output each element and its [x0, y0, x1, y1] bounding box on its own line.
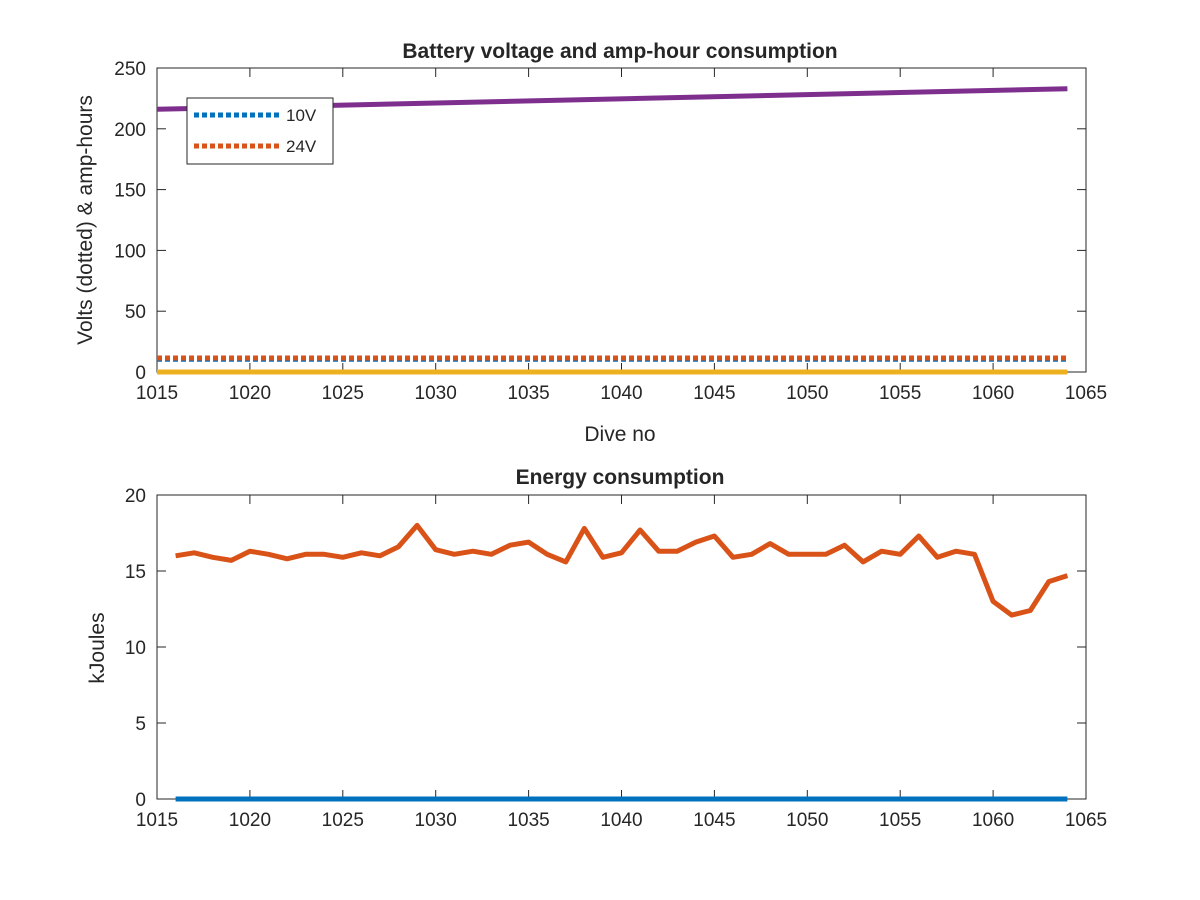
top-chart-title: Battery voltage and amp-hour consumption — [402, 40, 837, 63]
legend-label-10v: 10V — [286, 106, 317, 125]
top-ytick-label: 100 — [114, 241, 146, 262]
bottom-xtick-label: 1035 — [507, 810, 549, 831]
top-xtick-label: 1060 — [972, 383, 1014, 404]
bottom-series-orange-line — [175, 522, 1069, 618]
voltage-amp-hour-axes: Battery voltage and amp-hour consumption… — [74, 40, 1107, 446]
top-xtick-label: 1015 — [136, 383, 178, 404]
legend-box — [186, 97, 334, 165]
top-legend: 10V 24V — [186, 97, 334, 165]
top-ytick-label: 0 — [135, 363, 146, 384]
bottom-xtick-label: 1025 — [322, 810, 364, 831]
bottom-chart-title: Energy consumption — [516, 466, 725, 489]
top-xtick-label: 1055 — [879, 383, 921, 404]
bottom-xtick-label: 1050 — [786, 810, 828, 831]
top-xtick-label: 1035 — [507, 383, 549, 404]
bottom-xtick-label: 1015 — [136, 810, 178, 831]
bottom-ytick-label: 10 — [125, 638, 146, 659]
top-xtick-label: 1020 — [229, 383, 271, 404]
bottom-ytick-label: 20 — [125, 486, 146, 507]
bottom-xtick-label: 1045 — [693, 810, 735, 831]
top-xtick-label: 1050 — [786, 383, 828, 404]
top-ytick-label: 50 — [125, 302, 146, 323]
top-chart-ylabel: Volts (dotted) & amp-hours — [74, 95, 97, 345]
bottom-plot-frame — [156, 494, 1087, 800]
bottom-xtick-label: 1055 — [879, 810, 921, 831]
top-xtick-label: 1040 — [600, 383, 642, 404]
top-ytick-label: 200 — [114, 120, 146, 141]
bottom-ytick-label: 0 — [135, 790, 146, 811]
top-chart-xlabel: Dive no — [584, 423, 655, 446]
bottom-xtick-label: 1065 — [1065, 810, 1107, 831]
top-xtick-label: 1045 — [693, 383, 735, 404]
bottom-xtick-label: 1040 — [600, 810, 642, 831]
bottom-ytick-label: 15 — [125, 562, 146, 583]
top-xtick-label: 1065 — [1065, 383, 1107, 404]
bottom-xtick-label: 1060 — [972, 810, 1014, 831]
legend-label-24v: 24V — [286, 137, 317, 156]
energy-consumption-axes: Energy consumption kJoules 1015 1020 1025 1… — [86, 466, 1107, 831]
top-ytick-label: 250 — [114, 59, 146, 80]
bottom-chart-ylabel: kJoules — [86, 612, 109, 683]
bottom-ytick-label: 5 — [135, 714, 146, 735]
top-xtick-label: 1025 — [322, 383, 364, 404]
bottom-xtick-label: 1020 — [229, 810, 271, 831]
bottom-xtick-label: 1030 — [415, 810, 457, 831]
top-xtick-label: 1030 — [415, 383, 457, 404]
top-ytick-label: 150 — [114, 181, 146, 202]
